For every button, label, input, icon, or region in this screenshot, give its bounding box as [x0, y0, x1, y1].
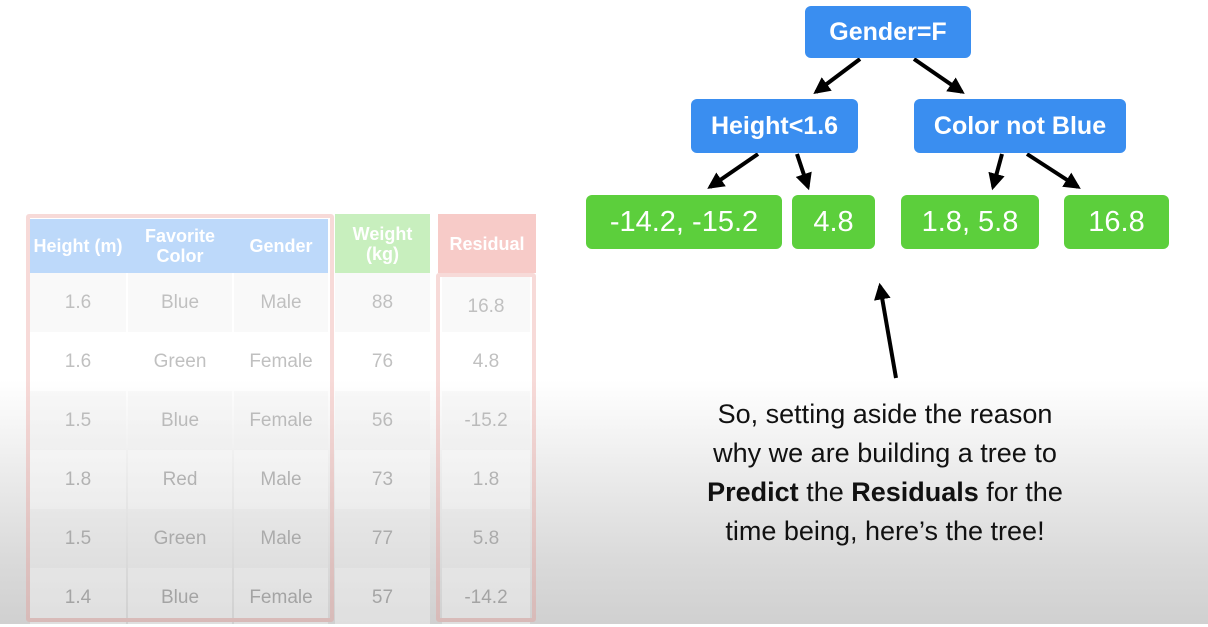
header-residual: Residual: [449, 233, 525, 254]
header-gender: Gender: [249, 236, 313, 256]
header-bg-features: [30, 219, 328, 273]
residual-frame: [436, 273, 536, 622]
table-cell: 73: [335, 450, 430, 509]
table-cell: 1.5: [30, 509, 126, 568]
caption-line: why we are building a tree to: [713, 438, 1057, 468]
table-cell: 5.8: [442, 509, 530, 568]
table-cell: Female: [234, 332, 328, 391]
table-cell: 1.8: [30, 450, 126, 509]
table-cell: Blue: [128, 273, 232, 332]
pointer-arrow: [874, 282, 898, 379]
table-cell: Female: [234, 568, 328, 627]
data-table: Height (m) Favorite Color Gender Weight …: [0, 0, 560, 627]
table-cell: -14.2: [442, 568, 530, 627]
header-bg-residual: [438, 214, 536, 273]
arrow-color-leaf3: [988, 153, 1005, 191]
table-cell: 1.6: [30, 332, 126, 391]
header-weight: Weight (kg): [352, 223, 413, 264]
table-cell: 77: [335, 509, 430, 568]
caption-line: So, setting aside the reason: [717, 399, 1053, 429]
table-cell: 1.5: [30, 391, 126, 450]
leaf-node: 16.8: [1064, 195, 1169, 249]
split-node-color: Color not Blue: [914, 99, 1126, 153]
table-cell: Blue: [128, 568, 232, 627]
table-cell: Male: [234, 273, 328, 332]
leaf-node: 1.8, 5.8: [901, 195, 1039, 249]
table-cell: 57: [335, 568, 430, 627]
header-favorite-color: Favorite Color: [144, 226, 216, 266]
table-cell: Green: [128, 332, 232, 391]
arrow-root-left: [813, 57, 862, 95]
table-cell: Female: [234, 391, 328, 450]
table-cell: Red: [128, 450, 232, 509]
caption-text: the: [798, 477, 852, 507]
table-cell: Male: [234, 450, 328, 509]
table-cell: Male: [234, 509, 328, 568]
table-cell: -15.2: [442, 391, 530, 450]
table-cell: 88: [335, 273, 430, 332]
caption-emphasis: Predict: [707, 477, 799, 507]
caption-emphasis: Residuals: [851, 477, 979, 507]
table-cell: 1.4: [30, 568, 126, 627]
root-node: Gender=F: [805, 6, 971, 58]
table-cell: 56: [335, 391, 430, 450]
table-cell: 1.6: [30, 273, 126, 332]
split-node-height: Height<1.6: [691, 99, 858, 153]
header-height: Height (m): [33, 236, 123, 256]
table-cell: 4.8: [442, 332, 530, 391]
caption-line: Predict the Residuals for the: [640, 473, 1130, 512]
table-cell: Blue: [128, 391, 232, 450]
features-frame: [26, 214, 334, 622]
caption-line: time being, here’s the tree!: [725, 516, 1045, 546]
arrow-height-leaf1: [707, 152, 760, 189]
header-bg-weight: [335, 214, 430, 273]
caption-text: for the: [978, 477, 1063, 507]
leaf-node: 4.8: [792, 195, 875, 249]
table-cell: 1.8: [442, 450, 530, 509]
caption: So, setting aside the reason why we are …: [640, 395, 1130, 551]
table-cell: Green: [128, 509, 232, 568]
table-cell: 76: [335, 332, 430, 391]
table-cell: 16.8: [442, 277, 530, 336]
arrow-color-leaf4: [1025, 152, 1081, 189]
arrow-root-right: [912, 57, 965, 94]
arrow-height-leaf2: [795, 153, 812, 191]
leaf-node: -14.2, -15.2: [586, 195, 782, 249]
